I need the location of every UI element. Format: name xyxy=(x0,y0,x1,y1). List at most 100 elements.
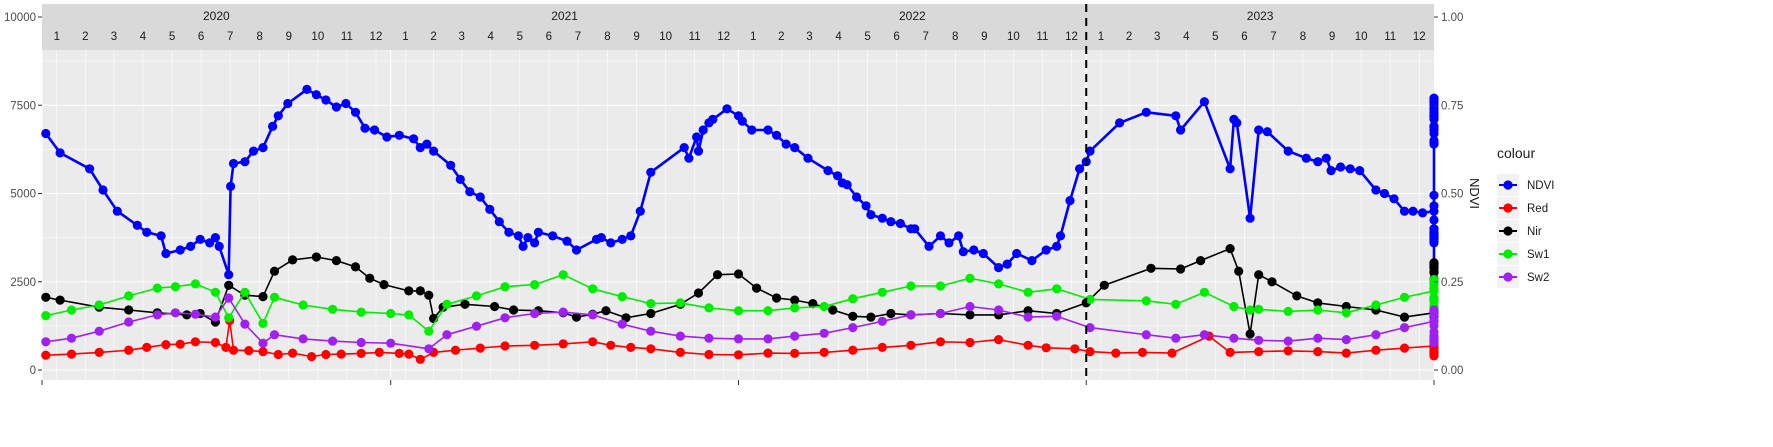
data-point-sw2 xyxy=(424,344,434,354)
data-point-sw2 xyxy=(558,307,568,317)
data-point-red xyxy=(336,349,346,359)
data-point-nir xyxy=(1245,329,1255,339)
data-point-ndvi xyxy=(186,241,196,251)
data-point-nir xyxy=(1267,277,1277,287)
data-point-ndvi xyxy=(910,224,920,234)
data-point-ndvi xyxy=(422,139,432,149)
data-point-ndvi xyxy=(409,134,419,144)
data-point-nir xyxy=(965,310,975,320)
data-point-sw2 xyxy=(1254,335,1264,345)
data-point-nir xyxy=(331,256,341,266)
legend-label-red: Red xyxy=(1527,203,1548,215)
legend-label-nir: Nir xyxy=(1527,226,1542,238)
data-point-nir xyxy=(379,280,389,290)
y-right-axis-title: NDVI xyxy=(1467,178,1482,209)
data-point-sw1 xyxy=(763,306,773,316)
data-point-red xyxy=(588,337,598,347)
data-point-ndvi xyxy=(790,143,800,153)
month-label: 3 xyxy=(458,31,464,43)
data-point-ndvi xyxy=(978,248,988,259)
data-point-ndvi xyxy=(626,231,636,241)
data-point-sw2 xyxy=(224,293,234,303)
data-point-ndvi xyxy=(1171,111,1181,121)
legend-label-ndvi: NDVI xyxy=(1527,180,1554,192)
month-label: 4 xyxy=(1183,31,1190,43)
data-point-sw1 xyxy=(442,299,452,309)
data-point-ndvi xyxy=(214,241,224,251)
data-point-sw2 xyxy=(1429,320,1439,331)
data-point-nir xyxy=(1429,262,1439,272)
month-label: 10 xyxy=(659,31,672,43)
data-point-nir xyxy=(828,305,838,315)
data-point-sw2 xyxy=(1371,330,1381,340)
y-left-tick-label: 0 xyxy=(30,365,36,377)
data-point-sw2 xyxy=(66,333,77,343)
data-point-sw2 xyxy=(170,308,180,318)
month-label: 4 xyxy=(835,31,842,43)
data-point-red xyxy=(994,335,1004,345)
data-point-red xyxy=(704,349,714,360)
data-point-sw2 xyxy=(877,316,887,326)
data-point-ndvi xyxy=(382,132,392,142)
data-point-ndvi xyxy=(142,227,152,237)
data-point-ndvi xyxy=(944,238,954,248)
data-point-nir xyxy=(350,262,361,272)
data-point-red xyxy=(626,342,636,352)
data-point-nir xyxy=(424,290,434,300)
data-point-ndvi xyxy=(321,95,331,105)
data-point-ndvi xyxy=(1429,135,1439,146)
series-ndvi xyxy=(41,84,1439,315)
data-point-red xyxy=(646,344,656,354)
y-left-tick-label: 5000 xyxy=(10,189,36,201)
data-point-nir xyxy=(733,269,744,279)
data-point-sw1 xyxy=(471,291,482,301)
month-label: 1 xyxy=(402,31,408,43)
data-point-sw2 xyxy=(675,331,686,341)
month-label: 5 xyxy=(864,31,870,43)
data-point-ndvi xyxy=(85,164,95,174)
data-point-sw2 xyxy=(1199,330,1209,340)
data-point-nir xyxy=(1146,263,1156,273)
month-label: 11 xyxy=(1036,31,1048,43)
data-point-red xyxy=(1085,347,1095,357)
data-point-nir xyxy=(1399,312,1410,322)
data-point-sw1 xyxy=(298,300,308,310)
month-label: 11 xyxy=(1384,31,1396,43)
data-point-red xyxy=(307,352,317,362)
data-point-sw1 xyxy=(1245,305,1255,315)
data-point-red xyxy=(161,340,171,350)
year-label-2021: 2021 xyxy=(551,9,578,23)
month-label: 10 xyxy=(311,31,324,43)
data-point-ndvi xyxy=(708,114,718,124)
data-point-sw1 xyxy=(1371,300,1381,310)
data-point-ndvi xyxy=(248,146,259,156)
data-point-sw2 xyxy=(500,313,510,323)
data-point-red xyxy=(475,343,485,353)
data-point-sw1 xyxy=(500,282,510,292)
data-point-sw2 xyxy=(1341,335,1351,345)
month-label: 8 xyxy=(257,31,263,43)
data-point-ndvi xyxy=(1254,125,1264,135)
data-point-ndvi xyxy=(747,125,757,135)
data-point-ndvi xyxy=(195,234,205,244)
data-point-ndvi xyxy=(1345,164,1355,174)
data-point-sw2 xyxy=(269,330,280,340)
data-point-red xyxy=(94,347,104,357)
data-point-sw1 xyxy=(617,292,627,302)
data-point-ndvi xyxy=(1429,201,1439,211)
legend: colour NDVI Red Nir Sw1 Sw2 xyxy=(1497,145,1554,288)
data-point-ndvi xyxy=(1429,231,1439,241)
data-point-sw1 xyxy=(1399,292,1410,302)
month-label: 2 xyxy=(778,31,784,43)
data-point-ndvi xyxy=(98,185,108,195)
data-point-ndvi xyxy=(475,192,485,202)
data-point-sw2 xyxy=(588,310,598,320)
data-point-nir xyxy=(1292,291,1302,301)
data-point-sw1 xyxy=(124,291,134,301)
data-point-ndvi xyxy=(823,166,833,176)
data-point-ndvi xyxy=(842,180,852,190)
data-point-red xyxy=(500,341,510,351)
month-label: 8 xyxy=(952,31,958,43)
